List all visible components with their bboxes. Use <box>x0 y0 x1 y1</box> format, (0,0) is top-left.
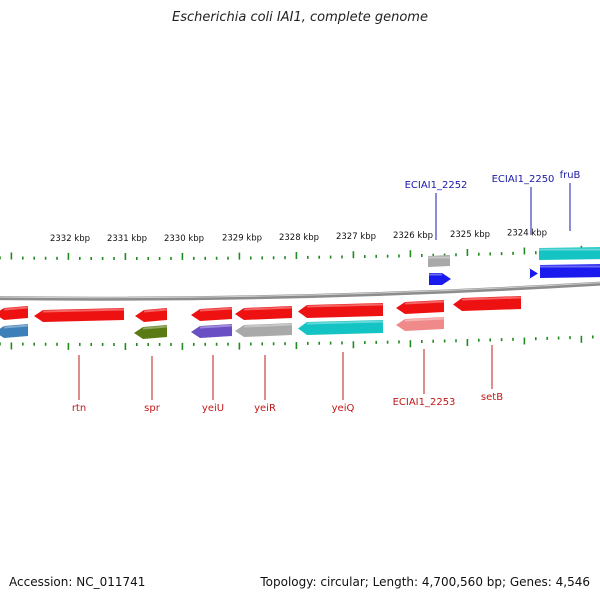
gene-arrow-shine <box>142 325 168 330</box>
gene-label[interactable]: yeiU <box>202 403 224 414</box>
gene-arrow <box>0 324 28 338</box>
gene-arrow-shine <box>243 306 293 311</box>
scale-label: 2329 kbp <box>222 234 262 244</box>
gene-arrow <box>191 324 232 338</box>
gene-arrow-shine <box>3 306 29 311</box>
gene-feature[interactable] <box>135 308 168 322</box>
gene-feature[interactable] <box>396 300 445 314</box>
genome-summary: Topology: circular; Length: 4,700,560 bp… <box>260 575 590 589</box>
gene-label[interactable]: ECIAI1_2253 <box>393 397 456 408</box>
scale-label: 2332 kbp <box>50 234 90 244</box>
scale-label: 2330 kbp <box>164 234 204 244</box>
scale-label: 2325 kbp <box>450 230 490 240</box>
gene-feature[interactable] <box>453 296 522 311</box>
gene-arrow-shine <box>199 324 233 329</box>
gene-label[interactable]: ECIAI1_2252 <box>405 180 468 191</box>
gene-arrow <box>191 307 232 321</box>
gene-feature[interactable] <box>191 324 233 338</box>
scale-label: 2326 kbp <box>393 231 433 241</box>
gene-label[interactable]: yeiR <box>254 403 276 414</box>
gene-arrow <box>135 308 167 322</box>
gene-feature[interactable] <box>134 325 168 339</box>
gene-label[interactable]: spr <box>144 403 161 414</box>
gene-arrow-shine <box>404 300 445 305</box>
genome-backbone-highlight <box>0 282 600 299</box>
gene-feature[interactable] <box>191 307 233 321</box>
gene-arrow <box>235 306 292 320</box>
gene-arrow <box>428 255 450 267</box>
gene-label[interactable]: rtn <box>72 403 86 414</box>
gene-arrow-shine <box>199 307 233 312</box>
scale-labels: 2332 kbp 2331 kbp 2330 kbp 2329 kbp 2328 kbp… <box>50 228 547 244</box>
scale-label: 2328 kbp <box>279 233 319 243</box>
gene-arrow <box>396 317 444 331</box>
gene-arrow <box>396 300 444 314</box>
gene-feature[interactable] <box>235 306 293 320</box>
gene-feature[interactable] <box>298 320 384 335</box>
gene-feature[interactable] <box>539 247 600 260</box>
gene-features <box>0 247 600 339</box>
gene-arrow-shine <box>404 317 445 322</box>
gene-feature[interactable] <box>298 303 384 318</box>
gene-arrow <box>453 296 521 311</box>
gene-arrow-shine <box>306 303 384 308</box>
gene-feature[interactable] <box>428 255 450 267</box>
gene-arrow-shine <box>306 320 384 325</box>
scale-label: 2324 kbp <box>507 228 547 238</box>
gene-feature[interactable] <box>0 324 29 338</box>
gene-label[interactable]: fruB <box>560 170 581 181</box>
gene-feature[interactable] <box>396 317 445 331</box>
genome-title: Escherichia coli IAI1, complete genome <box>172 10 428 25</box>
gene-arrow-shine <box>42 308 125 313</box>
gene-arrow-shine <box>143 308 168 313</box>
gene-arrow <box>529 268 538 279</box>
scale-label: 2327 kbp <box>336 232 376 242</box>
gene-arrow <box>298 320 383 335</box>
gene-labels: rtn spr yeiU yeiR yeiQ ECIAI1_2253 setB ECIAI1_… <box>72 170 581 414</box>
gene-arrow <box>540 264 600 278</box>
gene-arrow-shine <box>461 296 522 301</box>
gene-arrow-shine <box>3 324 29 329</box>
gene-label[interactable]: ECIAI1_2250 <box>492 174 555 185</box>
gene-arrow <box>539 247 600 260</box>
scale-ticks <box>0 245 594 351</box>
gene-arrow <box>429 273 451 285</box>
gene-feature[interactable] <box>429 273 451 285</box>
gene-arrow-shine <box>243 323 293 328</box>
genome-backbone <box>0 281 600 301</box>
gene-feature[interactable] <box>235 323 293 337</box>
gene-arrow <box>235 323 292 337</box>
gene-feature[interactable] <box>34 308 125 322</box>
scale-label: 2331 kbp <box>107 234 147 244</box>
gene-label[interactable]: setB <box>481 392 503 403</box>
gene-arrow <box>0 306 28 320</box>
gene-arrow <box>134 325 167 339</box>
gene-arrow <box>298 303 383 318</box>
gene-feature[interactable] <box>540 264 600 278</box>
accession-label: Accession: NC_011741 <box>9 575 146 589</box>
gene-label[interactable]: yeiQ <box>332 403 355 414</box>
gene-feature[interactable] <box>0 306 29 320</box>
gene-label-leaders <box>78 183 571 400</box>
gene-feature[interactable] <box>529 268 538 279</box>
gene-arrow <box>34 308 124 322</box>
